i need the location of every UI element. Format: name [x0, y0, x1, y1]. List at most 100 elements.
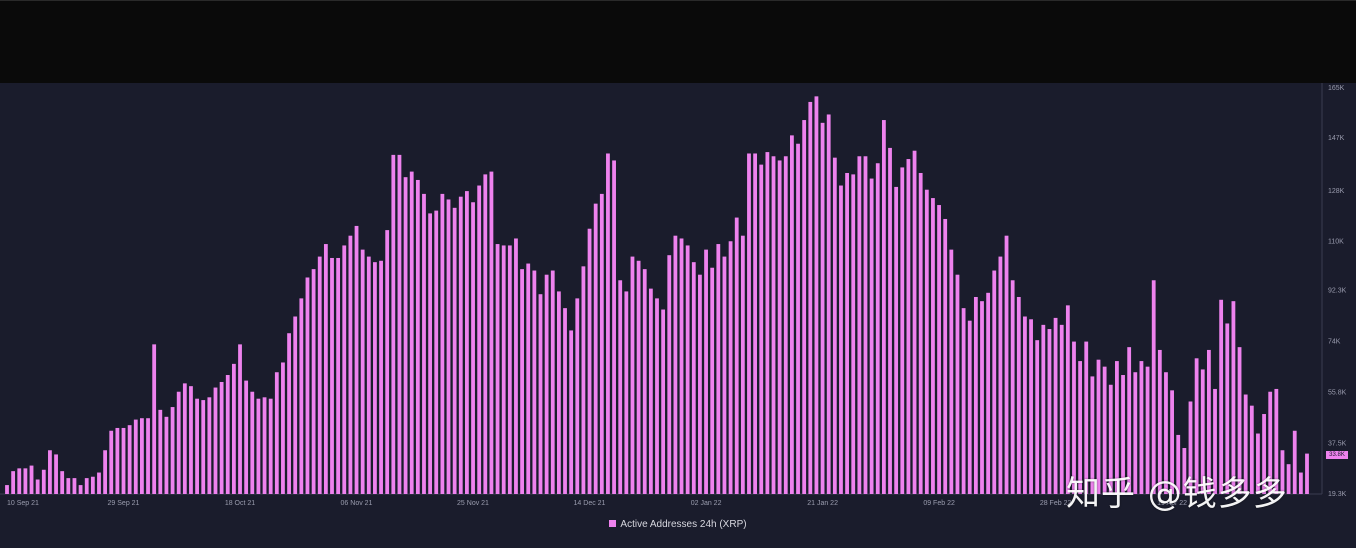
bar [514, 238, 518, 494]
bar [851, 174, 856, 494]
bar [1108, 384, 1113, 494]
bar [1262, 414, 1266, 494]
bar [250, 391, 255, 494]
y-tick-label: 128K [1328, 188, 1345, 195]
bar [1213, 388, 1217, 494]
bar [747, 153, 751, 494]
bar-series [5, 96, 1309, 495]
bar [526, 263, 531, 494]
bar [231, 363, 236, 494]
bar [281, 362, 285, 494]
bar [1121, 375, 1125, 494]
bar [434, 210, 439, 495]
bar [78, 485, 83, 494]
bar [820, 122, 825, 494]
bar [716, 244, 721, 494]
bar [1084, 341, 1089, 494]
bar [1023, 316, 1027, 494]
bar [507, 245, 512, 494]
bar [23, 468, 28, 494]
bar [1072, 341, 1076, 494]
x-tick-label: 21 Jan 22 [807, 500, 838, 507]
legend-swatch [609, 519, 617, 527]
bar [894, 186, 899, 495]
bar [354, 225, 359, 494]
bar [465, 191, 469, 494]
watermark-logo: 知乎 @钱多多 [1066, 474, 1288, 514]
bar [1200, 369, 1205, 494]
bar [1139, 361, 1144, 494]
bar [225, 375, 230, 494]
bar [606, 153, 610, 494]
bar [471, 202, 475, 494]
bar [1188, 401, 1193, 494]
bar [1151, 280, 1156, 494]
bar [1157, 349, 1162, 494]
bar [1115, 361, 1119, 494]
bar [213, 387, 218, 494]
bar [1078, 361, 1083, 494]
bar [839, 185, 843, 494]
bar [863, 156, 868, 494]
bar [648, 288, 653, 494]
y-tick-label: 147K [1328, 135, 1345, 142]
x-tick-label: 14 Dec 21 [574, 500, 606, 507]
bar [48, 450, 52, 494]
bar [1170, 390, 1174, 494]
bar [667, 255, 672, 494]
bar [783, 156, 788, 494]
bar [1219, 299, 1224, 494]
bar [569, 330, 574, 494]
bar [1256, 433, 1260, 494]
bar [857, 156, 862, 494]
x-tick-label: 02 Jan 22 [691, 500, 722, 507]
bar [1164, 372, 1168, 494]
bar [170, 407, 175, 494]
bar [642, 269, 647, 494]
bar [1194, 358, 1199, 494]
bar [759, 164, 764, 494]
bar [618, 280, 623, 494]
bar [753, 153, 758, 494]
bar [317, 256, 322, 494]
x-tick-label: 25 Nov 21 [457, 500, 489, 507]
bar [287, 333, 291, 494]
chart-legend[interactable]: Active Addresses 24h (XRP) [0, 519, 1356, 530]
bar [366, 256, 371, 494]
bar [66, 478, 71, 494]
bar [1286, 464, 1291, 494]
bar [483, 174, 488, 494]
bar [1182, 448, 1187, 494]
bar [826, 114, 831, 494]
bar [1176, 434, 1181, 494]
bar [207, 397, 212, 494]
bar [1010, 280, 1015, 494]
bar [967, 320, 972, 494]
legend-label: Active Addresses 24h (XRP) [620, 519, 747, 530]
bar [1206, 349, 1211, 494]
bar [544, 274, 549, 494]
bar [90, 476, 95, 494]
bar [189, 386, 193, 494]
bar [97, 472, 101, 494]
bar [35, 479, 40, 494]
bar [1029, 319, 1033, 494]
bar [624, 291, 629, 494]
bar [397, 154, 402, 494]
bar [1133, 372, 1138, 494]
bar [691, 262, 696, 494]
bar [612, 160, 616, 494]
bar [532, 270, 537, 494]
y-tick-label: 19.3K [1328, 491, 1347, 498]
bar [11, 471, 16, 494]
x-tick-label: 28 Feb 22 [1040, 500, 1072, 507]
bar [679, 238, 684, 494]
bar [998, 256, 1003, 494]
bar [422, 193, 426, 494]
bar [373, 262, 377, 494]
bar [1274, 388, 1279, 494]
bar [1280, 450, 1285, 494]
bar [452, 207, 457, 494]
bar [121, 427, 126, 494]
bar [1305, 453, 1309, 494]
